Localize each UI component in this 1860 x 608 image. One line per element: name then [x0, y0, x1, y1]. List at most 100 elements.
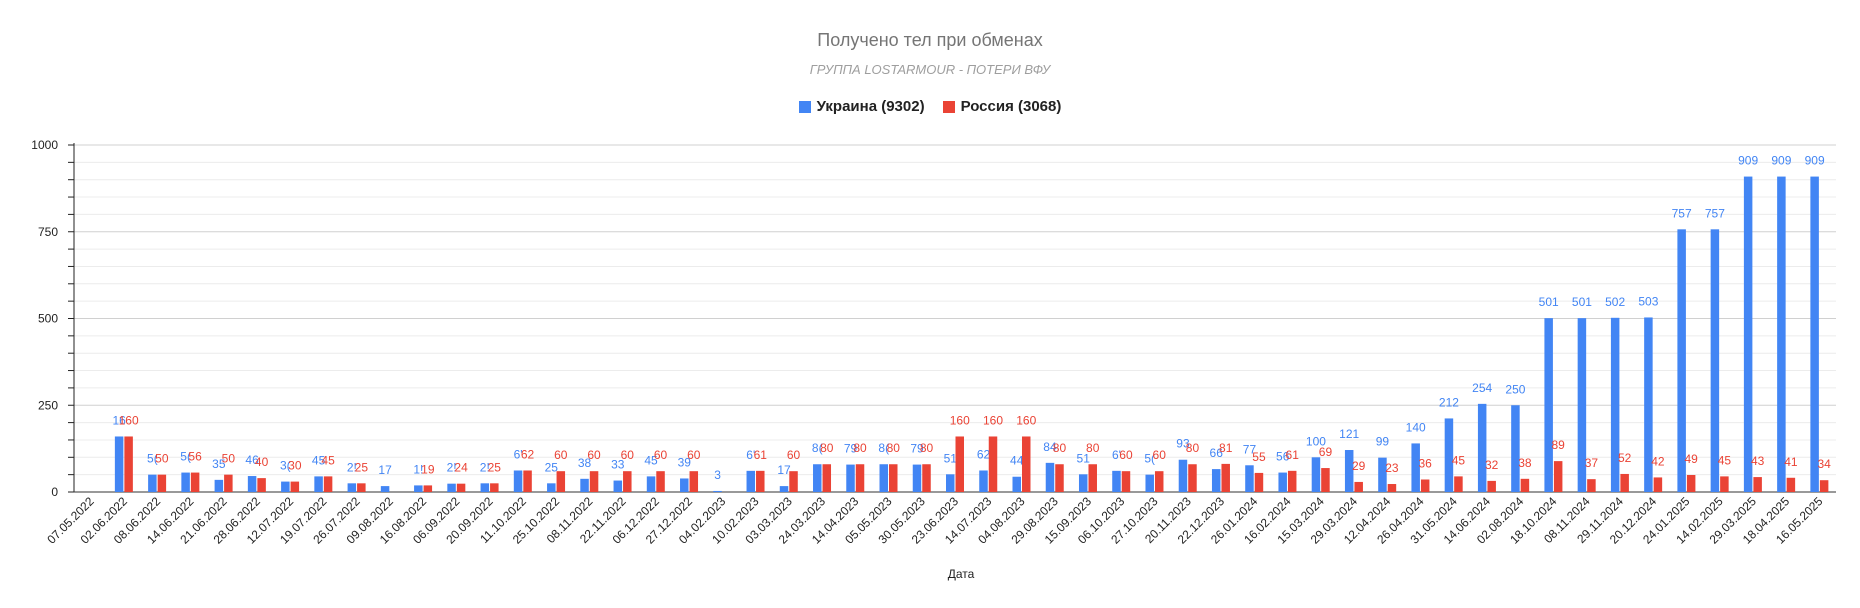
bar-russia — [1686, 474, 1696, 492]
data-label-russia: 60 — [587, 448, 601, 462]
data-label-ukraine: 254 — [1472, 381, 1492, 395]
bar-russia — [589, 471, 599, 492]
bar-ukraine — [347, 483, 357, 492]
data-label-ukraine: 140 — [1406, 420, 1426, 434]
bar-russia — [1221, 463, 1230, 492]
data-label-russia: 80 — [1086, 441, 1100, 455]
data-label-ukraine: 33 — [611, 458, 625, 472]
data-label-ukraine: 8( — [812, 441, 823, 455]
data-label-russia: 80 — [1053, 441, 1067, 455]
bar-ukraine — [1710, 229, 1720, 493]
data-label-ukraine: 79 — [844, 442, 858, 456]
bar-russia — [1321, 468, 1330, 492]
bar-ukraine — [879, 464, 889, 492]
data-label-russia: 38 — [1518, 456, 1532, 470]
data-label-ukraine: 39 — [678, 455, 692, 469]
bar-ukraine — [779, 486, 789, 492]
bar-ukraine — [1344, 450, 1354, 492]
bar-ukraine — [414, 485, 423, 492]
data-label-russia: 80 — [1186, 441, 1200, 455]
bar-russia — [756, 470, 765, 492]
data-label-ukraine: 5( — [180, 450, 191, 464]
bar-ukraine — [547, 483, 556, 492]
bar-ukraine — [480, 483, 490, 492]
data-label-russia: 50 — [155, 452, 169, 466]
bar-russia — [257, 478, 266, 492]
bar-ukraine — [1078, 474, 1088, 492]
bar-ukraine — [380, 486, 390, 492]
y-tick-label: 0 — [51, 485, 58, 499]
data-label-ukraine: 99 — [1376, 435, 1390, 449]
data-label-ukraine: 93 — [1176, 437, 1190, 451]
bar-ukraine — [1810, 176, 1819, 492]
data-label-russia: 69 — [1319, 445, 1333, 459]
data-label-ukraine: 46 — [245, 453, 259, 467]
bar-ukraine — [1577, 318, 1587, 492]
data-label-ukraine: 77 — [1243, 442, 1257, 456]
data-label-russia: 29 — [1352, 459, 1366, 473]
bar-ukraine — [1777, 176, 1786, 492]
bar-ukraine — [1610, 317, 1620, 492]
data-label-russia: 60 — [554, 448, 568, 462]
data-label-russia: 45 — [1452, 453, 1466, 467]
data-label-russia: 56 — [188, 450, 202, 464]
bar-russia — [1121, 471, 1131, 492]
data-label-ukraine: 501 — [1572, 295, 1592, 309]
bar-ukraine — [1245, 465, 1254, 492]
bar-russia — [1653, 477, 1663, 492]
data-label-russia: 80 — [920, 441, 934, 455]
bar-ukraine — [1112, 470, 1121, 492]
bar-russia — [224, 474, 233, 492]
y-tick-label: 750 — [38, 225, 58, 239]
data-label-russia: 60 — [654, 448, 668, 462]
legend-item-ukraine[interactable]: Украина (9302) — [798, 98, 925, 115]
y-tick-label: 500 — [38, 312, 58, 326]
data-label-ukraine: 6' — [1112, 448, 1121, 462]
bar-russia — [822, 464, 832, 492]
bar-russia — [423, 485, 433, 492]
bar-ukraine — [447, 483, 456, 492]
data-label-russia: 19 — [421, 462, 435, 476]
bar-russia — [955, 436, 964, 492]
data-label-russia: 55 — [1252, 450, 1266, 464]
data-label-ukraine: 1! — [413, 462, 423, 476]
bar-russia — [1819, 480, 1829, 492]
bar-ukraine — [1511, 405, 1520, 492]
legend-label-russia: Россия (3068) — [960, 98, 1062, 115]
bar-russia — [523, 470, 532, 492]
data-label-ukraine: 121 — [1339, 427, 1359, 441]
data-label-russia: 80 — [820, 441, 834, 455]
data-label-ukraine: 45 — [644, 453, 658, 467]
legend-item-russia[interactable]: Россия (3068) — [942, 98, 1062, 115]
data-label-russia: 81 — [1219, 441, 1233, 455]
bar-russia — [1387, 484, 1397, 492]
bar-ukraine — [214, 479, 224, 492]
data-label-ukraine: 66 — [1210, 446, 1224, 460]
data-label-ukraine: 62 — [977, 447, 991, 461]
bar-ukraine — [1045, 462, 1055, 492]
bar-russia — [1620, 473, 1629, 492]
data-label-russia: 52 — [1618, 451, 1632, 465]
data-label-ukraine: 2! — [347, 460, 357, 474]
data-label-ukraine: 909 — [1805, 154, 1825, 168]
data-label-russia: 49 — [1684, 452, 1698, 466]
data-label-ukraine: 6' — [514, 447, 523, 461]
chart-title: Получено тел при обменах — [817, 30, 1043, 50]
bar-russia — [1254, 472, 1264, 492]
bar-russia — [1520, 478, 1530, 492]
bar-russia — [490, 483, 499, 492]
bar-ukraine — [846, 464, 855, 492]
data-label-russia: 32 — [1485, 458, 1499, 472]
bar-russia — [1553, 461, 1563, 492]
bar-russia — [1720, 476, 1729, 492]
bar-ukraine — [1477, 403, 1487, 492]
bar-ukraine — [580, 478, 589, 492]
bar-russia — [689, 471, 699, 492]
data-label-russia: 60 — [621, 448, 635, 462]
bar-russia — [456, 483, 466, 492]
data-label-ukraine: 38 — [578, 456, 592, 470]
bar-russia — [789, 471, 798, 492]
bar-ukraine — [1278, 472, 1287, 492]
bar-ukraine — [1743, 176, 1753, 492]
